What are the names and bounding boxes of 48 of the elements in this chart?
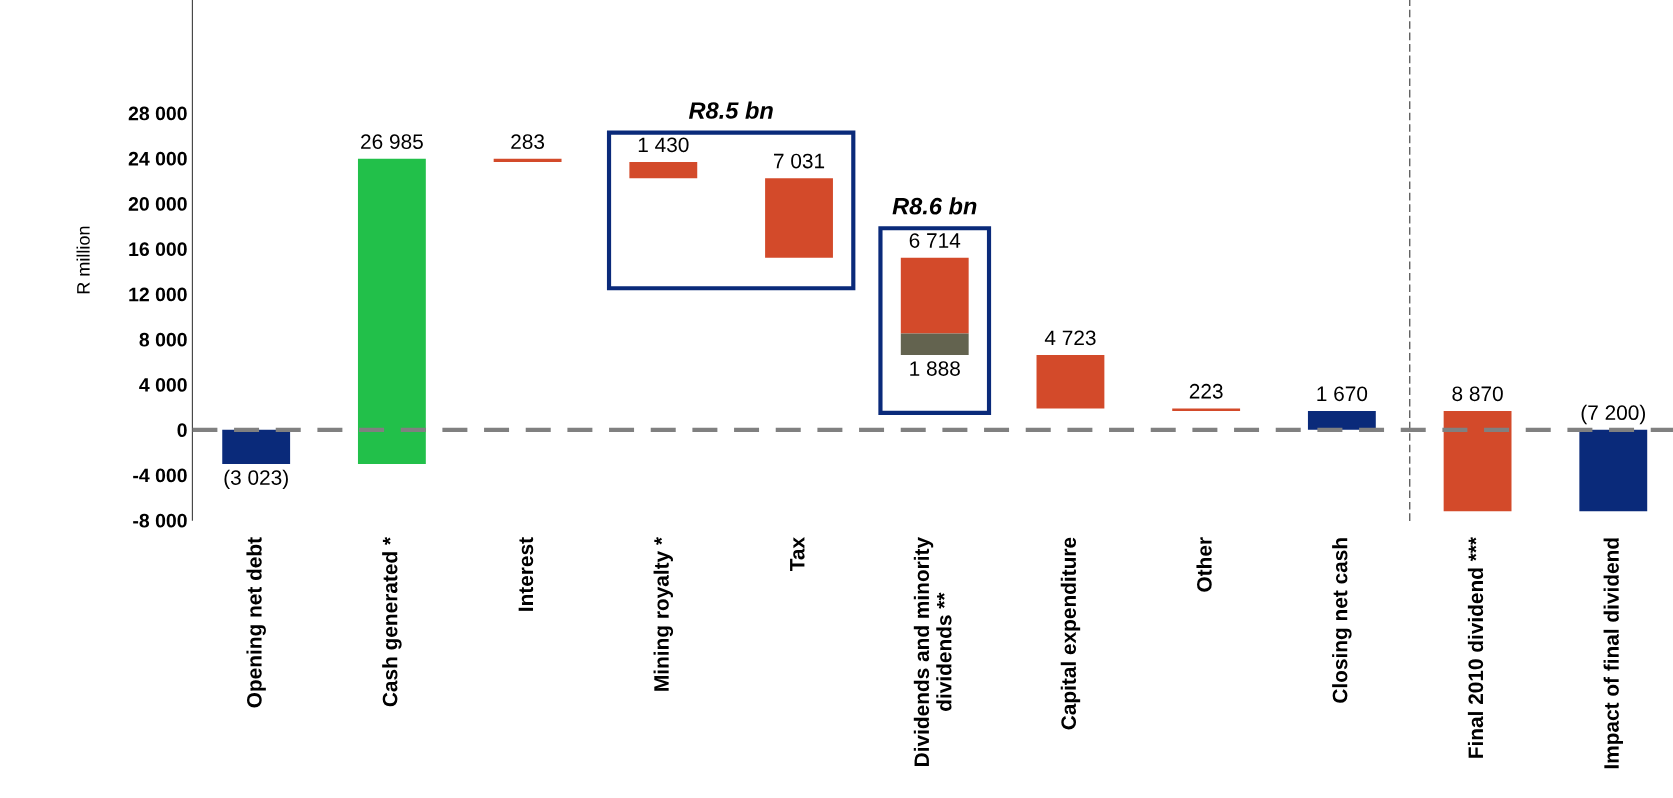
y-tick-label: 16 000 xyxy=(129,242,187,257)
y-tick-label: -4 000 xyxy=(133,468,187,483)
y-tick-label: 8 000 xyxy=(139,332,187,347)
x-tick-label: Opening net debt xyxy=(246,537,266,708)
data-label: 7 031 xyxy=(774,153,825,169)
data-label: (7 200) xyxy=(1581,404,1645,425)
bar xyxy=(222,429,291,464)
x-tick-label: Interest xyxy=(518,537,534,611)
bar xyxy=(1036,354,1105,409)
x-tick-label: Closing net cash xyxy=(1332,538,1352,703)
y-tick-label: 28 000 xyxy=(128,106,187,121)
y-tick-label: 4 000 xyxy=(139,378,187,392)
x-tick-label: Impact of final dividend xyxy=(1603,538,1623,769)
bar xyxy=(900,333,969,355)
y-tick-label: 12 000 xyxy=(129,287,187,302)
bar xyxy=(1307,410,1376,430)
y-axis-title: R million xyxy=(76,226,90,294)
data-label: 6 714 xyxy=(909,233,961,248)
bar xyxy=(1443,410,1512,512)
x-tick-label: Capital expenditure xyxy=(1060,537,1081,730)
bar xyxy=(1172,408,1241,411)
data-label: 4 723 xyxy=(1044,330,1096,346)
data-label: 26 985 xyxy=(361,134,423,150)
x-tick-label: Other xyxy=(1196,537,1212,592)
x-tick-label: Dividends and minority dividends ** xyxy=(913,537,952,766)
data-label: 1 670 xyxy=(1317,386,1368,402)
bar xyxy=(900,257,969,334)
x-tick-label: Tax xyxy=(790,537,805,572)
bar xyxy=(765,178,833,258)
x-tick-label: Final 2010 dividend *** xyxy=(1467,536,1484,758)
data-label: 283 xyxy=(511,134,545,150)
x-tick-label: Cash generated * xyxy=(382,536,402,707)
x-tick-label: Mining royalty * xyxy=(653,536,674,691)
bar xyxy=(629,161,698,179)
data-label: 8 870 xyxy=(1452,386,1503,402)
bar xyxy=(357,158,426,464)
data-label: 1 888 xyxy=(910,361,960,376)
bar xyxy=(493,158,562,162)
annotation: R8.5 bn xyxy=(688,101,773,119)
y-tick-label: 0 xyxy=(177,423,187,438)
data-label: 1 430 xyxy=(638,137,689,153)
bar xyxy=(1579,429,1648,512)
annotation: R8.6 bn xyxy=(892,197,977,215)
y-tick-label: 20 000 xyxy=(128,197,187,211)
y-tick-label: 24 000 xyxy=(128,151,187,166)
y-tick-label: -8 000 xyxy=(133,513,187,528)
data-label: 223 xyxy=(1189,383,1223,399)
data-label: (3 023) xyxy=(224,469,288,490)
